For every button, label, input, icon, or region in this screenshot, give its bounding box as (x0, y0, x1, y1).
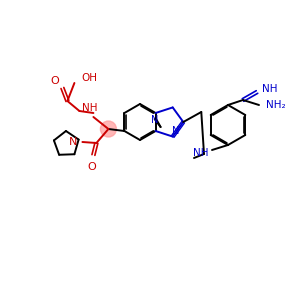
Text: O: O (51, 76, 59, 86)
Text: NH: NH (193, 148, 208, 158)
Circle shape (100, 121, 116, 137)
Text: NH₂: NH₂ (266, 100, 286, 110)
Text: N: N (151, 115, 158, 125)
Text: NH: NH (82, 103, 97, 113)
Text: N: N (69, 137, 77, 147)
Text: OH: OH (81, 73, 98, 83)
Text: NH: NH (262, 84, 278, 94)
Text: O: O (87, 162, 96, 172)
Text: N: N (172, 126, 179, 136)
